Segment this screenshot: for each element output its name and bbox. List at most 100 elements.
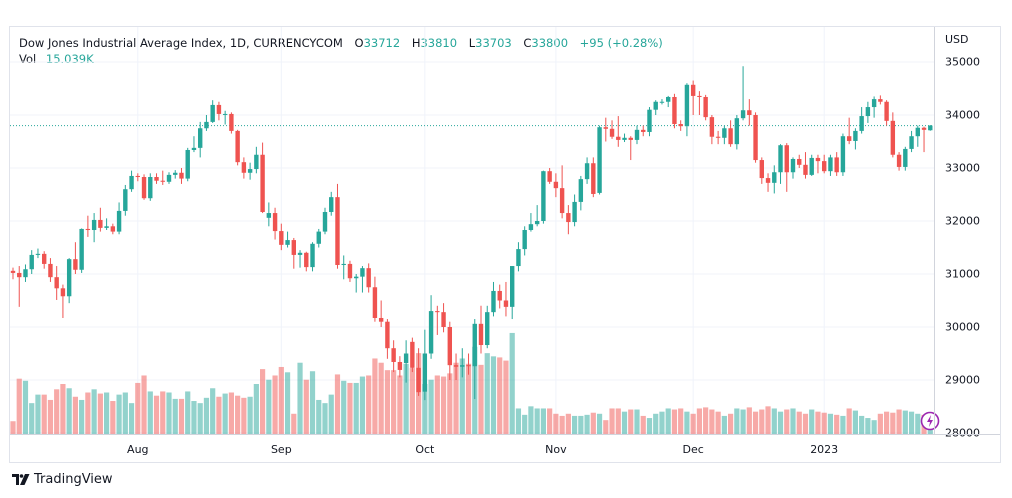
candle-body [410,341,415,368]
candle-body [235,130,240,163]
volume-bar [453,362,459,434]
volume-bar [322,403,328,434]
volume-bar [734,408,740,434]
candle [285,231,290,248]
price-tick-label: 29000 [945,373,980,387]
candle [790,157,796,179]
volume-bar [216,396,222,434]
candle-body [23,269,28,278]
candle-body [366,268,371,288]
time-axis[interactable]: Aug Sep Oct Nov Dec 2023 [10,434,1000,463]
candle-body [179,172,184,179]
candle [141,174,147,200]
candle-body [909,136,914,149]
volume-bar [690,413,696,434]
candle [60,284,66,318]
symbol-title[interactable]: Dow Jones Industrial Average Index, 1D, … [19,36,343,50]
price-tick-label: 30000 [945,320,980,334]
candle [834,152,839,176]
candle [185,147,190,182]
candle-body [584,163,590,180]
candle [578,175,584,211]
candle [809,154,814,176]
candle [678,120,683,131]
candle [572,194,577,227]
candle [584,157,590,184]
volume-bar [241,397,247,434]
candle [878,95,883,105]
volume-bar [409,368,415,434]
volume-bar [79,399,85,434]
volume-bar [721,415,727,434]
volume-bar [47,399,54,434]
volume-bar [278,366,284,434]
candle-body [491,290,496,313]
candle [740,66,746,121]
volume-bar [827,413,834,434]
candle [322,207,328,235]
candle [846,117,852,145]
candle [403,340,409,383]
volume-bar [659,411,665,434]
candle [797,154,802,168]
volume-bar [353,382,359,434]
volume-bar [54,389,60,434]
price-tick-label: 28000 [945,426,980,440]
candle-body [378,317,384,322]
candle-body [697,95,702,97]
candle-body [834,157,839,173]
chart-plot-area[interactable] [10,27,934,434]
volume-bar [578,415,584,434]
candle [23,264,28,282]
volume-bar [871,420,877,434]
candle-body [878,99,883,102]
price-axis[interactable]: USD 35000 34000 33000 32000 31000 30000 29000 2… [934,27,1001,440]
candle-body [385,321,390,349]
candle-body [740,110,746,119]
candle [254,146,259,174]
candle-body [260,154,265,212]
candle-body [865,107,871,117]
high-label: H [411,36,421,50]
candle [441,303,446,333]
candle-body [166,174,172,182]
candle [815,154,821,174]
candle-body [715,136,721,138]
candle-body [840,136,846,173]
volume-bar [740,409,746,434]
candle [397,356,403,378]
candle-body [809,157,814,175]
volume-bar [565,413,571,434]
candle-body [222,113,228,115]
candle-body [846,136,852,141]
candle-body [722,128,727,138]
candle [784,143,789,192]
candle-body [753,115,758,161]
volume-bar [884,411,890,434]
volume-bar [465,363,472,434]
volume-bar [228,392,234,434]
close-value: 33800 [531,36,569,50]
candle [472,319,477,400]
candle [329,191,334,216]
volume-bar [97,393,103,434]
candle [166,172,172,184]
volume-bar [284,372,291,434]
candle-body [391,348,396,362]
candle [79,228,84,273]
candle-body [254,154,259,170]
volume-bar [653,413,659,434]
candle [928,125,933,131]
candle [447,321,452,380]
candle [385,319,390,359]
volume-bar [902,410,908,434]
candle-body [160,180,165,182]
volume-bar [634,409,640,434]
tradingview-logo[interactable]: TradingView [12,472,113,487]
candle [597,125,602,195]
volume-bar [515,408,522,434]
volume-bar [678,408,684,434]
candle-body [79,228,84,270]
candle-body [503,300,509,307]
candle [703,94,708,121]
